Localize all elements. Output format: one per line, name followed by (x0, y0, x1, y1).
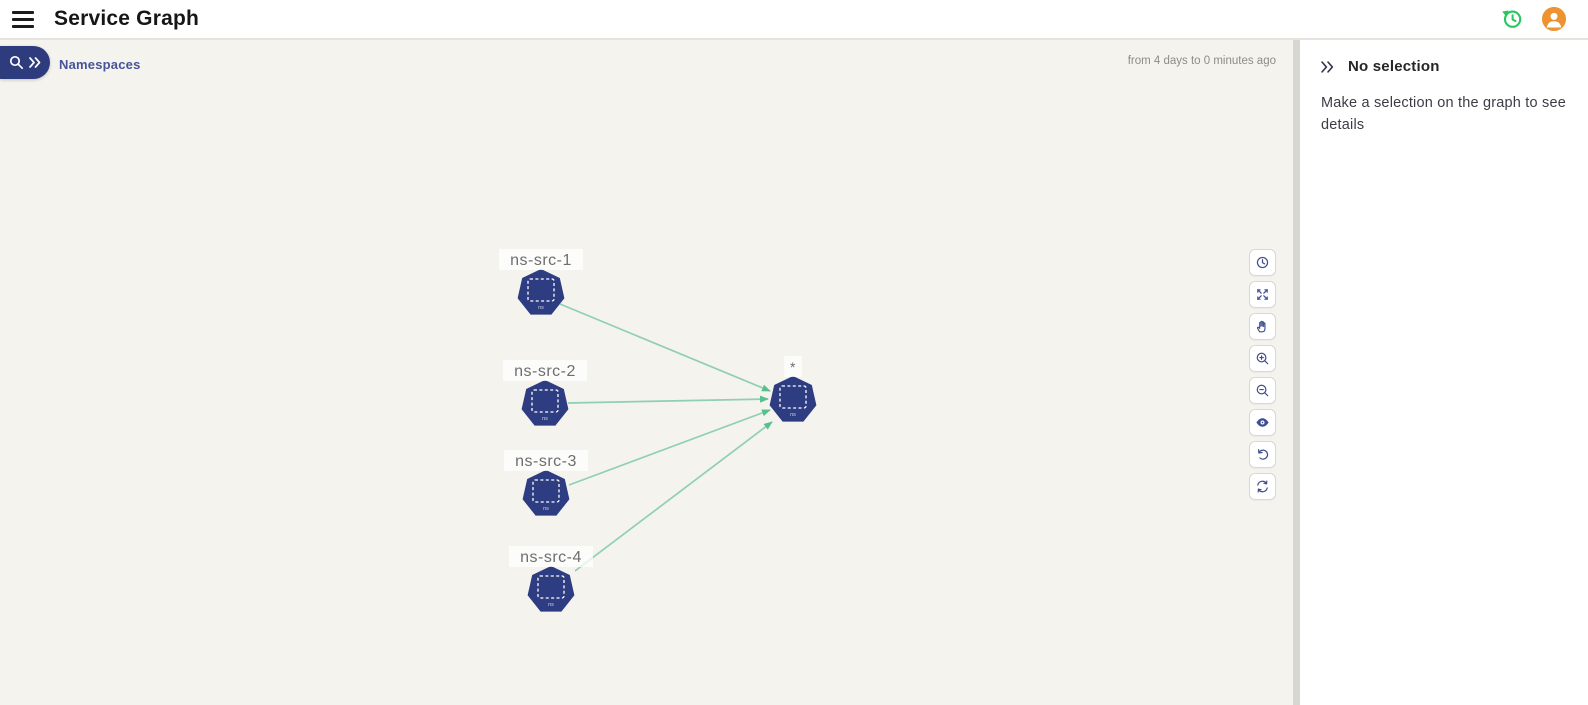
header-actions (1500, 7, 1588, 31)
history-icon[interactable] (1500, 7, 1524, 31)
namespaces-view-label: Namespaces (59, 57, 141, 72)
clock-icon[interactable] (1249, 249, 1276, 276)
node-label-bg (503, 360, 587, 381)
graph-node-ns-src-3[interactable]: ns ns-src-3 (504, 450, 588, 516)
time-range-label[interactable]: from 4 days to 0 minutes ago (1127, 55, 1276, 67)
graph-node-target[interactable]: ns * (769, 356, 817, 422)
panel-divider[interactable] (1293, 40, 1300, 705)
panel-header: No selection (1321, 58, 1568, 75)
node-type-label: ns (542, 416, 548, 422)
node-type-label: ns (538, 305, 544, 311)
zoom-in-icon[interactable] (1249, 345, 1276, 372)
refresh-icon[interactable] (1249, 473, 1276, 500)
node-label: ns-src-2 (514, 363, 576, 380)
zoom-out-icon[interactable] (1249, 377, 1276, 404)
user-avatar-icon[interactable] (1542, 7, 1566, 31)
hamburger-menu-icon[interactable] (12, 8, 38, 30)
undo-icon[interactable] (1249, 441, 1276, 468)
details-panel: No selection Make a selection on the gra… (1300, 40, 1588, 705)
node-dashed-square (532, 479, 560, 503)
node-label: ns-src-4 (520, 549, 582, 566)
node-dashed-square (531, 389, 559, 413)
app-header: Service Graph (0, 0, 1588, 40)
graph-node-ns-src-4[interactable]: ns ns-src-4 (509, 546, 593, 612)
main-area: ns ns-src-1 ns ns-src-2 ns ns-src-3 ns ns-src-4… (0, 40, 1588, 705)
panel-title: No selection (1348, 58, 1440, 75)
node-label: ns-src-3 (515, 453, 577, 470)
search-icon (9, 55, 24, 70)
node-dashed-square (527, 278, 555, 302)
node-label-bg (784, 356, 802, 377)
graph-controls (1249, 249, 1276, 500)
node-dashed-square (779, 385, 807, 409)
collapse-panel-icon[interactable] (1321, 60, 1334, 73)
search-pill[interactable] (0, 46, 50, 79)
graph-edge-ns-src-1[interactable] (559, 303, 771, 392)
graph-edge-ns-src-3[interactable] (568, 409, 771, 486)
node-label-bg (509, 546, 593, 567)
node-dashed-square (537, 575, 565, 599)
graph-area: ns ns-src-1 ns ns-src-2 ns ns-src-3 ns ns-src-4… (0, 40, 1293, 705)
graph-node-ns-src-2[interactable]: ns ns-src-2 (503, 360, 587, 426)
expand-arrows-icon[interactable] (1249, 281, 1276, 308)
panel-body-text: Make a selection on the graph to see det… (1321, 95, 1566, 134)
node-type-label: ns (543, 506, 549, 512)
node-label: * (790, 359, 796, 375)
eye-icon[interactable] (1249, 409, 1276, 436)
chevron-double-right-icon (29, 57, 41, 68)
node-type-label: ns (790, 412, 796, 418)
node-type-label: ns (548, 602, 554, 608)
node-label-bg (504, 450, 588, 471)
hand-icon[interactable] (1249, 313, 1276, 340)
page-title: Service Graph (54, 7, 200, 30)
graph-canvas[interactable]: ns ns-src-1 ns ns-src-2 ns ns-src-3 ns ns-src-4… (0, 40, 1293, 705)
graph-edge-ns-src-2[interactable] (567, 395, 769, 404)
graph-edge-ns-src-4[interactable] (574, 421, 773, 572)
node-label: ns-src-1 (510, 252, 572, 269)
node-label-bg (499, 249, 583, 270)
graph-node-ns-src-1[interactable]: ns ns-src-1 (499, 249, 583, 315)
